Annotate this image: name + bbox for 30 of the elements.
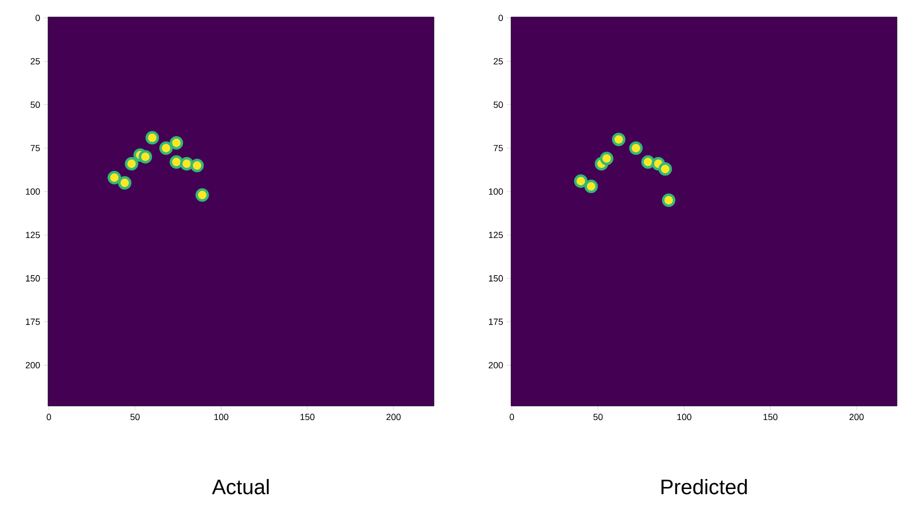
y-tick-label: 175 [488,318,503,325]
y-tick-label: 75 [30,144,40,152]
y-tick-label: 0 [498,14,503,22]
y-tick-label: 75 [494,144,503,152]
y-tick-label: 25 [494,58,503,64]
x-tick-label: 200 [386,414,401,420]
y-tick-label: 150 [488,275,503,282]
x-axis-title: Predicted [662,478,747,494]
x-tick-label: 100 [677,414,692,420]
y-tick-label: 50 [30,102,40,108]
y-tick-label: 100 [26,188,40,195]
x-tick-label: 150 [764,414,778,420]
y-tick-label: 100 [488,188,503,195]
x-tick-label: 150 [300,414,314,420]
y-tick-label: 200 [26,362,40,368]
y-tick-label: 0 [36,14,40,22]
x-tick-label: 100 [214,414,228,420]
x-tick-label: 200 [849,414,864,420]
x-axis-title: Actual [212,478,269,494]
y-tick-label: 150 [26,275,40,282]
x-tick-label: 50 [130,414,140,420]
x-tick-label: 50 [593,414,603,420]
x-tick-label: 0 [510,414,514,420]
x-tick-label: 0 [46,414,52,420]
y-tick-label: 125 [26,232,40,238]
y-tick-label: 125 [488,232,503,238]
y-tick-label: 25 [30,58,40,64]
y-tick-label: 50 [494,102,503,108]
y-tick-label: 200 [488,362,503,368]
y-tick-label: 175 [26,318,40,325]
